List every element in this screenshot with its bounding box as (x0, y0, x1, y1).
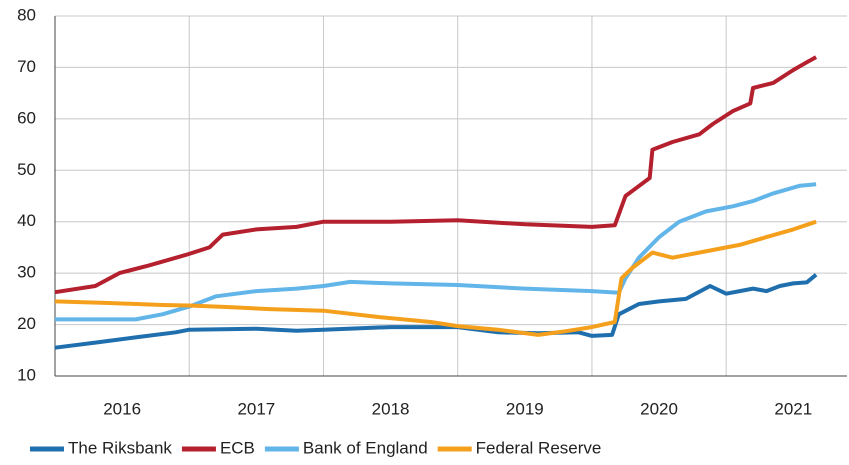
legend-label: ECB (220, 438, 255, 457)
x-tick-label: 2016 (103, 399, 141, 418)
legend-label: Federal Reserve (476, 438, 602, 457)
series-line (54, 273, 818, 350)
x-tick-label: 2017 (237, 399, 275, 418)
legend-label: The Riksbank (68, 438, 172, 457)
x-tick-label: 2019 (506, 399, 544, 418)
series-line (54, 219, 817, 337)
series-line (54, 55, 818, 295)
x-tick-label: 2021 (774, 399, 812, 418)
legend-label: Bank of England (303, 438, 428, 457)
series-line (55, 182, 817, 322)
x-tick-label: 2020 (640, 399, 678, 418)
y-tick-label: 80 (17, 5, 36, 24)
y-tick-label: 70 (17, 57, 36, 76)
y-tick-label: 40 (17, 211, 36, 230)
y-tick-label: 60 (17, 108, 36, 127)
x-tick-label: 2018 (372, 399, 410, 418)
y-tick-label: 20 (17, 314, 36, 333)
y-tick-label: 10 (17, 365, 36, 384)
y-tick-label: 50 (17, 160, 36, 179)
y-tick-label: 30 (17, 263, 36, 282)
